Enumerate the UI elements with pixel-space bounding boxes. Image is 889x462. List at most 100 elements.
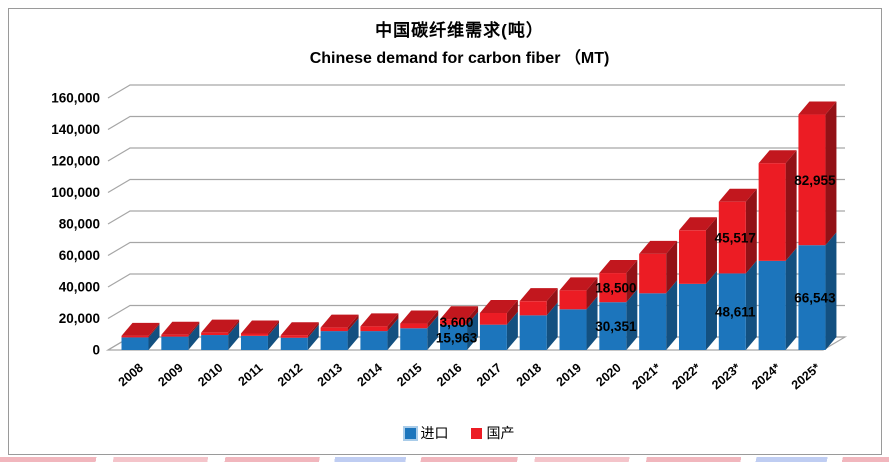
- bar-side-domestic[interactable]: [705, 217, 717, 284]
- bar-side-imports[interactable]: [546, 302, 558, 350]
- bar-2014[interactable]: [360, 313, 399, 350]
- bar-side-imports[interactable]: [228, 322, 240, 350]
- bar-side-imports[interactable]: [506, 311, 518, 350]
- bar-top-domestic[interactable]: [798, 101, 837, 115]
- bar-top-domestic[interactable]: [161, 321, 200, 335]
- bar-segment-imports[interactable]: [479, 324, 507, 350]
- bar-2022*[interactable]: [678, 217, 717, 350]
- bar-2017[interactable]: [479, 300, 518, 350]
- bar-segment-domestic[interactable]: [280, 335, 308, 338]
- bar-side-imports[interactable]: [267, 322, 279, 350]
- bar-2018[interactable]: [519, 288, 558, 350]
- bar-top-domestic[interactable]: [479, 300, 518, 314]
- bar-segment-imports[interactable]: [599, 302, 627, 350]
- bar-segment-domestic[interactable]: [559, 290, 587, 310]
- bar-top-domestic[interactable]: [519, 288, 558, 302]
- bar-segment-domestic[interactable]: [400, 323, 428, 329]
- bar-top-domestic[interactable]: [599, 260, 638, 274]
- bar-top-domestic[interactable]: [559, 277, 598, 291]
- bar-segment-imports[interactable]: [360, 331, 388, 350]
- bar-side-imports[interactable]: [666, 280, 678, 350]
- legend-item-imports[interactable]: 进口: [402, 423, 449, 443]
- bar-side-domestic[interactable]: [307, 322, 319, 338]
- bar-side-domestic[interactable]: [586, 277, 598, 310]
- bar-side-domestic[interactable]: [427, 310, 439, 329]
- bar-segment-domestic[interactable]: [360, 326, 388, 332]
- bar-2024*[interactable]: [758, 150, 797, 350]
- bar-segment-domestic[interactable]: [718, 201, 746, 274]
- bar-top-domestic[interactable]: [240, 320, 279, 334]
- bar-top-domestic[interactable]: [758, 150, 797, 164]
- bar-2010[interactable]: [201, 319, 240, 350]
- bar-side-domestic[interactable]: [148, 322, 160, 338]
- bar-top-domestic[interactable]: [718, 188, 757, 202]
- bar-2025*[interactable]: [798, 101, 837, 350]
- bar-side-domestic[interactable]: [387, 313, 399, 332]
- bar-segment-domestic[interactable]: [440, 319, 468, 325]
- bar-segment-imports[interactable]: [400, 328, 428, 350]
- bar-top-domestic[interactable]: [440, 306, 479, 320]
- bar-segment-imports[interactable]: [559, 309, 587, 350]
- bar-top-domestic[interactable]: [400, 310, 439, 324]
- bar-side-domestic[interactable]: [228, 319, 240, 336]
- bar-top-domestic[interactable]: [320, 314, 359, 328]
- bar-side-domestic[interactable]: [267, 320, 279, 336]
- bar-2015[interactable]: [400, 310, 439, 350]
- bar-segment-imports[interactable]: [639, 293, 667, 350]
- bar-2021*[interactable]: [639, 240, 678, 350]
- bar-segment-domestic[interactable]: [758, 163, 786, 261]
- bar-segment-imports[interactable]: [718, 273, 746, 350]
- bar-2008[interactable]: [121, 322, 160, 350]
- bar-segment-imports[interactable]: [678, 283, 706, 350]
- bar-side-domestic[interactable]: [546, 288, 558, 316]
- bar-side-domestic[interactable]: [666, 240, 678, 294]
- bar-segment-imports[interactable]: [161, 336, 189, 350]
- bar-segment-domestic[interactable]: [599, 273, 627, 303]
- bar-segment-imports[interactable]: [121, 337, 149, 350]
- bar-2012[interactable]: [280, 322, 319, 350]
- bar-side-domestic[interactable]: [347, 314, 359, 332]
- bar-segment-imports[interactable]: [519, 315, 547, 350]
- bar-side-imports[interactable]: [467, 311, 479, 350]
- bar-side-imports[interactable]: [307, 324, 319, 350]
- bar-segment-imports[interactable]: [798, 245, 826, 350]
- bar-side-domestic[interactable]: [506, 300, 518, 325]
- bar-segment-domestic[interactable]: [519, 301, 547, 316]
- bar-side-domestic[interactable]: [467, 306, 479, 325]
- bar-side-imports[interactable]: [626, 289, 638, 350]
- bar-side-imports[interactable]: [825, 232, 837, 350]
- bar-side-imports[interactable]: [785, 247, 797, 350]
- bar-segment-imports[interactable]: [240, 335, 268, 350]
- bar-segment-domestic[interactable]: [479, 313, 507, 325]
- bar-2019[interactable]: [559, 277, 598, 350]
- bar-side-imports[interactable]: [705, 270, 717, 350]
- bar-segment-domestic[interactable]: [798, 114, 826, 246]
- bar-top-domestic[interactable]: [639, 240, 678, 254]
- bar-side-imports[interactable]: [188, 323, 200, 350]
- bar-side-imports[interactable]: [745, 260, 757, 350]
- bar-side-domestic[interactable]: [188, 321, 200, 337]
- bar-side-imports[interactable]: [148, 324, 160, 350]
- bar-side-imports[interactable]: [586, 296, 598, 350]
- bar-segment-domestic[interactable]: [639, 253, 667, 294]
- bar-top-domestic[interactable]: [201, 319, 240, 333]
- bar-segment-domestic[interactable]: [201, 332, 229, 336]
- bar-top-domestic[interactable]: [360, 313, 399, 327]
- bar-side-domestic[interactable]: [745, 188, 757, 274]
- bar-segment-imports[interactable]: [758, 260, 786, 350]
- bar-side-domestic[interactable]: [825, 101, 837, 246]
- bar-segment-imports[interactable]: [201, 335, 229, 350]
- bar-side-imports[interactable]: [387, 318, 399, 350]
- bar-segment-imports[interactable]: [280, 337, 308, 350]
- bar-2016[interactable]: [440, 306, 479, 350]
- bar-side-imports[interactable]: [347, 318, 359, 350]
- bar-2023*[interactable]: [718, 188, 757, 350]
- bar-2013[interactable]: [320, 314, 359, 350]
- bar-segment-imports[interactable]: [440, 324, 468, 350]
- bar-segment-imports[interactable]: [320, 331, 348, 350]
- bar-top-domestic[interactable]: [678, 217, 717, 231]
- bar-side-imports[interactable]: [427, 315, 439, 350]
- bar-segment-domestic[interactable]: [121, 335, 149, 338]
- bar-side-domestic[interactable]: [626, 260, 638, 303]
- bar-2011[interactable]: [240, 320, 279, 350]
